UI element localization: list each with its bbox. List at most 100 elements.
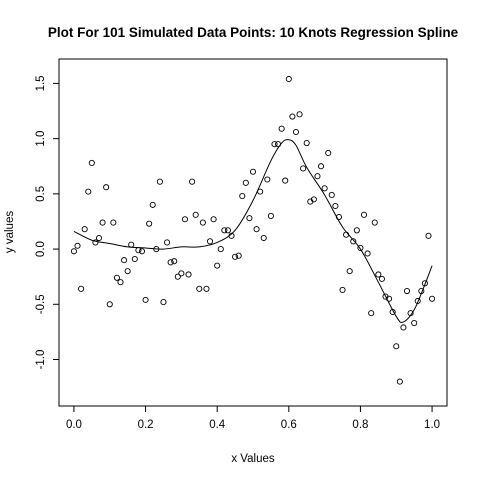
data-point: [325, 149, 332, 157]
data-point: [181, 216, 189, 223]
data-point: [110, 219, 117, 226]
data-point: [328, 191, 335, 198]
data-point: [314, 173, 321, 180]
data-point: [278, 125, 285, 132]
data-point: [246, 215, 253, 222]
data-point: [282, 177, 289, 184]
data-point: [113, 274, 120, 281]
x-tick-label: 0.0: [66, 419, 82, 431]
data-point: [146, 220, 153, 227]
data-point: [92, 239, 99, 246]
data-point: [271, 141, 278, 148]
data-point: [375, 271, 382, 278]
data-points: [70, 75, 436, 385]
data-point: [393, 343, 400, 350]
data-point: [378, 275, 385, 282]
y-tick-label: 1.0: [35, 131, 47, 147]
data-point: [74, 242, 81, 249]
data-point: [303, 139, 310, 147]
data-point: [167, 259, 174, 266]
y-tick-label: 1.5: [35, 75, 47, 91]
data-point: [400, 324, 407, 331]
x-axis: 0.0 0.2 0.4 0.6 0.8 1.0: [66, 405, 440, 431]
data-point: [142, 296, 149, 303]
data-point: [185, 271, 192, 278]
spline-curve: [73, 139, 433, 323]
x-tick-label: 0.6: [281, 419, 297, 431]
data-point: [346, 268, 353, 275]
data-point: [189, 178, 196, 185]
data-point: [421, 280, 428, 287]
data-point: [178, 270, 185, 277]
data-point: [138, 248, 146, 255]
data-point: [217, 246, 224, 253]
data-point: [364, 250, 371, 257]
data-point: [117, 279, 124, 286]
data-point: [253, 226, 260, 233]
data-point: [235, 252, 242, 259]
data-point: [289, 113, 296, 120]
data-point: [310, 196, 317, 203]
y-tick-label: 0.5: [35, 186, 47, 202]
data-point: [131, 255, 138, 263]
data-point: [128, 241, 135, 248]
data-point: [224, 227, 231, 234]
data-point: [156, 178, 163, 185]
data-point: [353, 227, 360, 234]
y-axis-label: y values: [4, 211, 16, 253]
data-point: [300, 165, 307, 172]
data-point: [103, 184, 110, 191]
data-point: [78, 285, 85, 292]
data-point: [339, 286, 346, 293]
data-point: [239, 193, 246, 200]
x-tick-label: 0.8: [352, 419, 368, 431]
data-point: [371, 219, 378, 226]
data-point: [174, 273, 181, 280]
data-point: [210, 216, 217, 223]
data-point: [321, 185, 328, 192]
data-point: [196, 285, 203, 292]
data-point: [221, 227, 228, 234]
data-point: [106, 301, 113, 308]
data-point: [232, 253, 239, 260]
data-point: [149, 201, 156, 208]
data-point: [88, 159, 95, 166]
data-point: [160, 299, 167, 306]
data-point: [135, 247, 142, 254]
data-point: [292, 128, 300, 136]
data-point: [81, 226, 88, 233]
data-point: [403, 287, 411, 295]
y-tick-label: 0.0: [35, 241, 47, 257]
y-axis: -1.0 -0.5 0.0 0.5 1.0 1.5: [35, 75, 60, 370]
data-point: [214, 262, 221, 269]
data-point: [203, 285, 210, 292]
data-point: [425, 232, 432, 239]
data-point: [95, 234, 103, 242]
data-point: [206, 238, 214, 245]
data-point: [192, 211, 199, 218]
data-point: [414, 297, 421, 305]
data-point: [99, 219, 106, 226]
y-tick-label: -1.0: [35, 350, 47, 370]
data-point: [357, 244, 364, 252]
data-point: [124, 268, 131, 275]
x-tick-label: 1.0: [424, 419, 440, 431]
data-point: [360, 211, 368, 218]
data-point: [199, 219, 206, 226]
x-tick-label: 0.2: [138, 419, 154, 431]
x-axis-label: x Values: [231, 453, 275, 465]
x-tick-label: 0.4: [209, 419, 226, 431]
plot-area: [58, 58, 448, 407]
spline-line: [73, 139, 433, 323]
data-point: [429, 295, 436, 302]
data-point: [171, 258, 178, 265]
data-point: [350, 238, 357, 245]
data-point: [317, 163, 325, 170]
data-point: [85, 188, 92, 195]
data-point: [249, 168, 257, 175]
data-point: [264, 176, 271, 183]
data-point: [411, 320, 418, 327]
data-point: [396, 378, 403, 385]
data-point: [332, 202, 339, 210]
